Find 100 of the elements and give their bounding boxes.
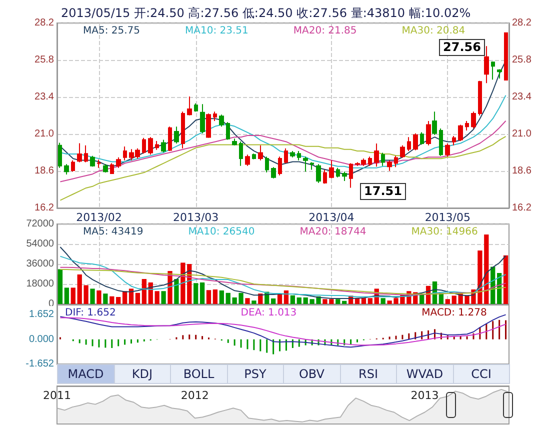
candlestick [219, 114, 224, 128]
candlestick [387, 160, 392, 172]
candlestick [471, 111, 476, 129]
candlestick [284, 148, 288, 164]
text: KDJ [114, 365, 171, 383]
candlestick [342, 171, 347, 182]
candlestick [90, 155, 95, 168]
y-tick-label: 1.652 [28, 309, 54, 320]
candlestick [297, 150, 301, 161]
text: WVAD [397, 365, 454, 383]
candlestick [271, 166, 276, 179]
bar [342, 300, 347, 304]
candlestick [374, 143, 379, 168]
candlestick [168, 126, 172, 152]
text: MA20: 21.85 [293, 26, 357, 36]
y2-tick-label: 16.2 [512, 202, 532, 214]
bar [154, 291, 160, 304]
bar [503, 255, 508, 304]
bar [161, 291, 166, 304]
y-tick-label: 16.2 [34, 202, 54, 214]
y-tick-label: 0.000 [28, 334, 54, 345]
candlestick [155, 140, 159, 150]
candlestick [400, 144, 405, 158]
chart-title: 2013/05/15 开:24.50 高:27.56 低:24.50 收:27.56 量:43810 幅:10.02% [61, 6, 471, 20]
candlestick [206, 112, 211, 138]
candlestick [452, 136, 456, 146]
bar [380, 298, 386, 304]
candlestick [349, 162, 353, 188]
y-tick-label: 54000 [26, 238, 54, 250]
candlestick [426, 120, 431, 146]
candlestick [368, 156, 372, 166]
candlestick [439, 128, 443, 156]
candlestick [187, 96, 192, 116]
candlestick [123, 146, 127, 161]
y-tick-label: 18000 [26, 278, 54, 290]
candlestick [407, 136, 411, 152]
x-tick-label: 2013/03 [172, 211, 219, 224]
bar [200, 282, 205, 304]
candlestick [239, 141, 243, 166]
y-tick-label: 18.6 [34, 166, 54, 176]
bar [361, 298, 366, 304]
candlestick [174, 126, 179, 144]
candlestick [258, 144, 263, 161]
candlestick [445, 143, 450, 158]
bar [290, 295, 296, 304]
candlestick [420, 132, 424, 146]
y-tick-label: 25.8 [34, 54, 54, 66]
candlestick [194, 102, 198, 112]
text: MA5: 43419 [83, 226, 144, 238]
text: PSY [228, 365, 284, 383]
candlestick [245, 154, 250, 166]
candlestick [226, 122, 230, 140]
text: MA10: 23.51 [185, 26, 248, 36]
bar [336, 299, 340, 304]
candlestick [142, 137, 146, 154]
bar [116, 297, 121, 304]
candlestick [329, 160, 334, 179]
y2-tick-label: 23.4 [512, 92, 532, 102]
candlestick [478, 80, 482, 116]
series-label: DIF: 1.652 [65, 308, 116, 318]
bar [64, 288, 70, 304]
line-series [60, 246, 506, 299]
series-label: MACD: 1.278 [422, 308, 487, 318]
bar [142, 279, 146, 304]
candlestick [491, 61, 495, 80]
bar [194, 283, 198, 304]
text: OBV [284, 365, 340, 383]
candlestick [394, 155, 398, 168]
text: CCI [454, 365, 509, 383]
candlestick [323, 169, 327, 184]
y2-tick-label: 25.8 [512, 54, 532, 66]
bar [96, 290, 102, 304]
y2-tick-label: 18.6 [512, 166, 532, 176]
y-tick-label: 36000 [26, 258, 54, 270]
bar [245, 298, 250, 304]
bar [270, 298, 276, 304]
y2-tick-label: 28.2 [512, 18, 532, 28]
text: BOLL [171, 365, 228, 383]
candlestick [161, 139, 166, 153]
candlestick [84, 144, 88, 163]
text: MA10: 26540 [188, 226, 255, 238]
bar [70, 288, 76, 304]
candlestick [97, 159, 101, 168]
bar [212, 289, 218, 304]
bar [103, 294, 108, 304]
bar [58, 269, 63, 304]
candlestick [64, 164, 69, 176]
candlestick [103, 164, 108, 174]
x-tick-label: 2012 [180, 389, 209, 402]
x-tick-label: 2011 [43, 389, 71, 402]
line-series [60, 256, 506, 298]
y2-tick-label: 21.0 [512, 128, 532, 140]
candlestick [181, 111, 185, 149]
y-tick-label: 21.0 [34, 128, 54, 140]
text: MACD [58, 365, 114, 383]
bar [128, 288, 134, 304]
bar [135, 292, 140, 304]
x-tick-label: 2013/05 [424, 211, 471, 224]
x-tick-label: 2013 [410, 389, 439, 402]
bar [122, 291, 128, 304]
